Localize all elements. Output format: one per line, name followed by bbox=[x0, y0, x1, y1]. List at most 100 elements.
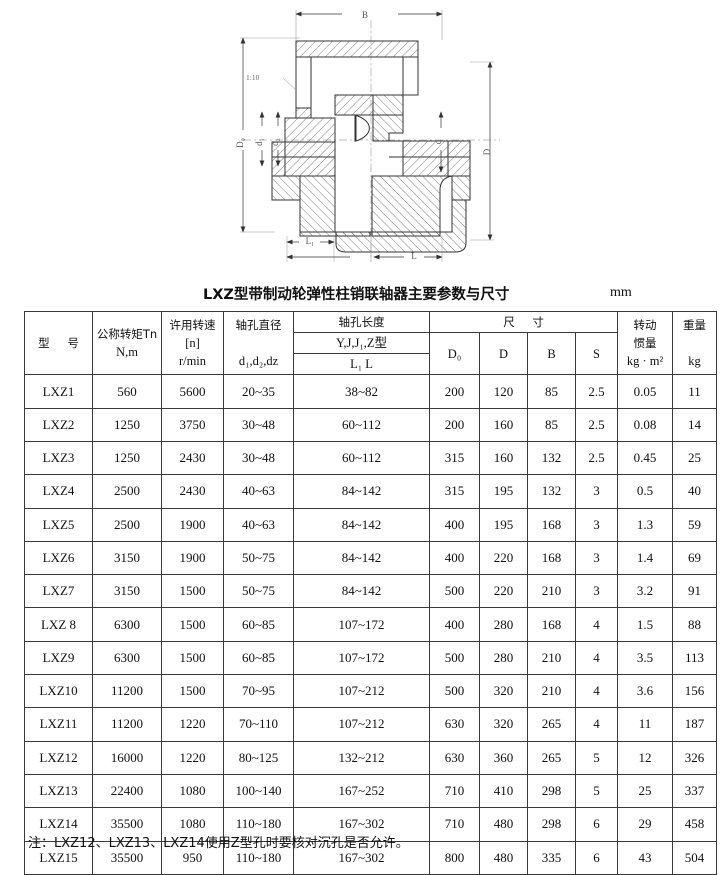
table-row: LXZ 8 6300 1500 60~85 107~172 400 280 168 4 1.5 88 bbox=[24, 607, 718, 642]
cell-bore-length: 60~112 bbox=[293, 440, 430, 476]
cell-weight: 337 bbox=[672, 773, 718, 809]
cell-B: 168 bbox=[527, 540, 576, 576]
cell-bore-length: 107~172 bbox=[293, 640, 430, 676]
cell-bore-diameter: 60~85 bbox=[223, 607, 294, 642]
cell-inertia: 1.5 bbox=[617, 607, 674, 642]
cell-weight: 187 bbox=[672, 707, 718, 742]
dim-label-D0: D₀ bbox=[235, 138, 245, 148]
dim-label-B: B bbox=[362, 10, 368, 20]
cell-model: LXZ11 bbox=[24, 707, 93, 742]
cell-bore-length: 84~142 bbox=[293, 474, 430, 509]
cell-D: 220 bbox=[479, 540, 528, 576]
cell-inertia: 1.3 bbox=[617, 507, 674, 542]
coupling-technical-drawing: B 1:10 D d bbox=[0, 0, 725, 275]
spec-table-wrapper: 型 号 公称转矩Tn N,m 许用转速 [n] r/min 轴孔直径 d₁,d₂… bbox=[24, 310, 718, 875]
dim-label-L1: L₁ bbox=[306, 236, 315, 246]
cell-bore-diameter: 100~140 bbox=[223, 773, 294, 809]
cell-bore-length: 107~212 bbox=[293, 674, 430, 709]
cell-bore-diameter: 110~180 bbox=[223, 807, 294, 842]
cell-torque: 11200 bbox=[92, 707, 162, 742]
specification-table: 型 号 公称转矩Tn N,m 许用转速 [n] r/min 轴孔直径 d₁,d₂… bbox=[24, 310, 718, 875]
cell-weight: 91 bbox=[672, 574, 718, 609]
table-row: LXZ11 11200 1220 70~110 107~212 630 320 265 4 11 1… bbox=[24, 707, 718, 742]
col-header-bore-length-cols: L₁ L bbox=[293, 353, 430, 376]
cell-model: LXZ3 bbox=[24, 440, 93, 476]
cell-model: LXZ 8 bbox=[24, 607, 93, 642]
table-body: LXZ1 560 5600 20~35 38~82 200 120 85 2.5 0.05 11 LX… bbox=[24, 374, 718, 875]
cell-D: 410 bbox=[479, 773, 528, 809]
cell-bore-diameter: 80~125 bbox=[223, 740, 294, 775]
cell-D: 195 bbox=[479, 474, 528, 509]
cell-bore-diameter: 20~35 bbox=[223, 374, 294, 409]
cell-speed: 1500 bbox=[161, 574, 224, 609]
cell-S: 3 bbox=[574, 574, 619, 609]
cell-B: 265 bbox=[527, 740, 576, 775]
cell-model: LXZ7 bbox=[24, 574, 93, 609]
cell-B: 168 bbox=[527, 507, 576, 542]
cell-speed: 1500 bbox=[161, 607, 224, 642]
cell-D: 360 bbox=[479, 740, 528, 775]
cell-bore-length: 132~212 bbox=[293, 740, 430, 775]
cell-D0: 630 bbox=[429, 707, 480, 742]
table-row: LXZ2 1250 3750 30~48 60~112 200 160 85 2.5 0.08 14 bbox=[24, 407, 718, 442]
cell-D: 280 bbox=[479, 607, 528, 642]
cell-speed: 2430 bbox=[161, 474, 224, 509]
table-row: LXZ5 2500 1900 40~63 84~142 400 195 168 3 1.3 59 bbox=[24, 507, 718, 542]
cell-inertia: 0.5 bbox=[617, 474, 674, 509]
cell-B: 132 bbox=[527, 474, 576, 509]
cell-S: 5 bbox=[574, 740, 619, 775]
cell-torque: 3150 bbox=[92, 574, 162, 609]
cell-inertia: 3.6 bbox=[617, 674, 674, 709]
cell-weight: 59 bbox=[672, 507, 718, 542]
cell-weight: 88 bbox=[672, 607, 718, 642]
page-title: LXZ型带制动轮弹性柱销联轴器主要参数与尺寸 bbox=[203, 287, 510, 303]
cell-bore-length: 107~172 bbox=[293, 607, 430, 642]
cell-torque: 16000 bbox=[92, 740, 162, 775]
cell-speed: 1900 bbox=[161, 540, 224, 576]
cell-D: 160 bbox=[479, 440, 528, 476]
cell-weight: 40 bbox=[672, 474, 718, 509]
cell-bore-diameter: 50~75 bbox=[223, 540, 294, 576]
cell-S: 5 bbox=[574, 773, 619, 809]
cell-weight: 458 bbox=[672, 807, 718, 842]
col-header-B: B bbox=[527, 332, 576, 376]
cell-S: 3 bbox=[574, 507, 619, 542]
table-row: LXZ9 6300 1500 60~85 107~172 500 280 210 4 3.5 113 bbox=[24, 640, 718, 676]
cell-D: 320 bbox=[479, 674, 528, 709]
cell-D0: 315 bbox=[429, 474, 480, 509]
cell-torque: 6300 bbox=[92, 640, 162, 676]
cell-torque: 3150 bbox=[92, 540, 162, 576]
cell-D0: 710 bbox=[429, 773, 480, 809]
cell-bore-diameter: 70~95 bbox=[223, 674, 294, 709]
cell-model: LXZ2 bbox=[24, 407, 93, 442]
cell-torque: 6300 bbox=[92, 607, 162, 642]
cell-D0: 500 bbox=[429, 640, 480, 676]
cell-D: 280 bbox=[479, 640, 528, 676]
cell-inertia: 3.5 bbox=[617, 640, 674, 676]
table-row: LXZ3 1250 2430 30~48 60~112 315 160 132 2.5 0.45 2… bbox=[24, 440, 718, 476]
cell-S: 4 bbox=[574, 640, 619, 676]
cell-S: 2.5 bbox=[574, 440, 619, 476]
cell-bore-length: 84~142 bbox=[293, 574, 430, 609]
col-header-weight: 重量 kg bbox=[672, 310, 718, 376]
table-footnote: 注：LXZ12、LXZ13、LXZ14使用Z型孔时要核对沉孔是否允许。 bbox=[28, 836, 409, 851]
cell-inertia: 25 bbox=[617, 773, 674, 809]
cell-torque: 2500 bbox=[92, 507, 162, 542]
cell-S: 4 bbox=[574, 707, 619, 742]
cell-D: 120 bbox=[479, 374, 528, 409]
cell-torque: 1250 bbox=[92, 407, 162, 442]
cell-torque: 560 bbox=[92, 374, 162, 409]
clipped-header-fragment: 。。。。。。。。。。。。。。。。。。。。 bbox=[494, 0, 694, 3]
col-header-S: S bbox=[574, 332, 619, 376]
cell-model: LXZ9 bbox=[24, 640, 93, 676]
cell-D0: 400 bbox=[429, 540, 480, 576]
cell-model: LXZ5 bbox=[24, 507, 93, 542]
cell-inertia: 29 bbox=[617, 807, 674, 842]
cell-bore-diameter: 50~75 bbox=[223, 574, 294, 609]
cell-model: LXZ12 bbox=[24, 740, 93, 775]
cell-D: 160 bbox=[479, 407, 528, 442]
title-row: LXZ型带制动轮弹性柱销联轴器主要参数与尺寸 mm bbox=[0, 283, 725, 307]
cell-speed: 1900 bbox=[161, 507, 224, 542]
cell-bore-length: 60~112 bbox=[293, 407, 430, 442]
